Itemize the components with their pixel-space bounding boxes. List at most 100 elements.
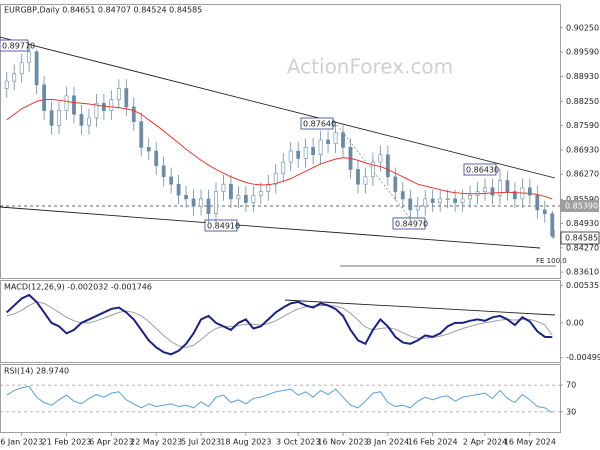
candle-body <box>79 113 84 126</box>
candle-body <box>341 132 345 148</box>
annotation: 0.84910 <box>207 222 240 231</box>
y-tick-label: 0.86270 <box>566 170 599 179</box>
candle-body <box>408 198 413 211</box>
candle-body <box>333 132 338 145</box>
candle-body <box>139 121 144 148</box>
annotations: 0.89770 0.87640 0.86430 0.84970 0.84910 … <box>0 39 567 265</box>
x-tick-label: 18 Aug 2023 <box>220 438 271 447</box>
candle-body <box>199 198 203 207</box>
y-tick-label: 0.00 <box>566 318 584 327</box>
y-tick-label: 0.88250 <box>566 97 599 106</box>
candle-body <box>505 180 510 192</box>
y-tick-label: 0.89590 <box>566 48 599 57</box>
candle-body <box>251 194 256 203</box>
annotation-box <box>392 217 426 230</box>
series-line <box>6 385 553 414</box>
price-label: 0.84585 <box>565 234 598 243</box>
candle-body <box>176 183 181 196</box>
candle-body <box>221 183 226 192</box>
chart-title: MACD(12,26,9) -0.002032 -0.001746 <box>4 283 152 292</box>
price-box <box>560 231 600 245</box>
candle-body <box>124 88 129 108</box>
candle-body <box>542 209 547 214</box>
candle-body <box>101 102 106 111</box>
candle-body <box>42 84 47 111</box>
candle-body <box>49 110 54 126</box>
chart-title: EURGBP,Daily 0.84651 0.84707 0.84524 0.8… <box>4 6 202 15</box>
candle-body <box>318 139 323 156</box>
y-tick-label: 0.88930 <box>566 72 599 81</box>
y-tick-label: 0.90250 <box>566 23 599 32</box>
x-tick-label: 6 Apr 2023 <box>89 438 133 447</box>
price-panel <box>0 4 561 279</box>
candle-body <box>356 169 360 185</box>
annotation-box <box>463 163 497 176</box>
candle-body <box>4 80 9 89</box>
annotation: 0.86430 <box>466 166 499 175</box>
trendline <box>0 36 556 179</box>
price-box <box>561 200 599 212</box>
rsi-panel <box>0 364 561 433</box>
candle-body <box>27 51 32 64</box>
x-tick-label: 21 Feb 2023 <box>42 438 92 447</box>
candle-body <box>57 110 61 126</box>
x-tick-label: 3 Oct 2023 <box>276 438 320 447</box>
y-tick-label: 0.87590 <box>566 121 599 130</box>
candle-body <box>512 191 517 200</box>
candle-body <box>161 165 166 178</box>
x-tick-label: 16 Nov 2023 <box>317 438 368 447</box>
candle-body <box>311 147 316 156</box>
candle-body <box>19 62 24 75</box>
annotation-box <box>0 39 29 52</box>
candle-body <box>154 150 159 167</box>
candle-body <box>94 102 99 119</box>
y-tick-label: 0.84270 <box>566 243 599 252</box>
candle-body <box>498 180 502 196</box>
candle-body <box>34 51 39 86</box>
annotation: 0.89770 <box>2 42 35 51</box>
candle-body <box>273 172 278 185</box>
candle-body <box>490 187 495 196</box>
candle-body <box>87 117 91 126</box>
candle-body <box>296 150 301 159</box>
candle-body <box>438 198 443 203</box>
candle-body <box>12 73 17 82</box>
macd-panel <box>0 280 561 363</box>
y-tick-label: 70 <box>566 381 576 390</box>
price-label: 0.85390 <box>565 202 598 211</box>
annotation: FE 100.0 <box>536 257 567 265</box>
candle-body <box>64 95 69 111</box>
candle-body <box>184 194 188 200</box>
annotation: 0.87640 <box>303 120 336 129</box>
x-tick-label: 5 Jul 2023 <box>181 438 221 447</box>
candle-body <box>72 95 76 115</box>
candle-body <box>236 194 241 200</box>
x-tick-label: 2 Apr 2024 <box>463 438 507 447</box>
candle-body <box>288 150 293 163</box>
candle-body <box>535 194 540 211</box>
x-tick-label: 22 May 2023 <box>130 438 182 447</box>
candle-body <box>550 213 555 237</box>
y-tick-label: 0.86930 <box>566 145 599 154</box>
candle-body <box>206 198 211 214</box>
candle-body <box>453 198 458 203</box>
price-labels: 0.85390 0.84585 <box>560 200 600 245</box>
y-tick-label: -0.00499 <box>566 353 600 362</box>
candle-body <box>109 99 114 111</box>
x-tick-label: 3 Jan 2024 <box>366 438 409 447</box>
candle-body <box>385 154 390 178</box>
candle-body <box>445 198 450 200</box>
candle-body <box>214 191 218 214</box>
x-tick-label: 6 Jan 2023 <box>0 438 43 447</box>
candle-body <box>393 176 398 192</box>
series-line <box>6 293 553 356</box>
x-tick-label: 16 May 2024 <box>504 438 556 447</box>
candle-body <box>131 106 136 122</box>
y-tick-label: 30 <box>566 407 576 416</box>
annotation: 0.84970 <box>395 220 428 229</box>
candle-body <box>258 191 263 196</box>
trendline <box>0 206 541 249</box>
candle-body <box>483 187 487 192</box>
